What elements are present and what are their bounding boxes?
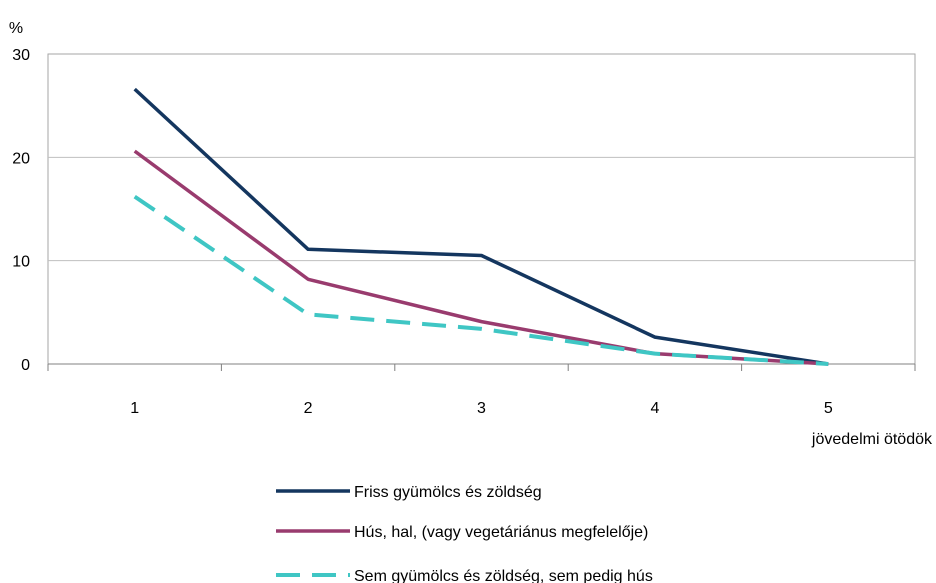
y-tick-label: 30: [12, 47, 30, 64]
x-tick-label: 2: [304, 400, 313, 417]
data-series: [133, 87, 829, 366]
x-tick-label: 3: [477, 400, 486, 417]
legend: Friss gyümölcs és zöldség Hús, hal, (vagy…: [276, 484, 653, 583]
x-axis-title: jövedelmi ötödök: [811, 431, 933, 448]
x-tick-label: 4: [650, 400, 659, 417]
y-tick-label: 20: [12, 150, 30, 167]
plot-area-border: [47, 53, 916, 365]
y-axis-unit-label: %: [9, 20, 23, 37]
y-tick-label: 10: [12, 254, 30, 271]
x-axis-ticks: [47, 364, 916, 371]
x-axis-tick-labels: 1 2 3 4 5: [130, 400, 833, 417]
x-tick-label: 1: [130, 400, 139, 417]
y-tick-label: 0: [21, 357, 30, 374]
x-tick-label: 5: [824, 400, 833, 417]
legend-label-1: Friss gyümölcs és zöldség: [354, 484, 542, 501]
y-axis-tick-labels: 0 10 20 30: [12, 47, 30, 374]
legend-label-3: Sem gyümölcs és zöldség, sem pedig hús: [354, 568, 653, 583]
legend-label-2: Hús, hal, (vagy vegetáriánus megfelelője…: [354, 524, 648, 541]
series-line-3: [133, 194, 829, 366]
gridlines: [48, 156, 915, 262]
